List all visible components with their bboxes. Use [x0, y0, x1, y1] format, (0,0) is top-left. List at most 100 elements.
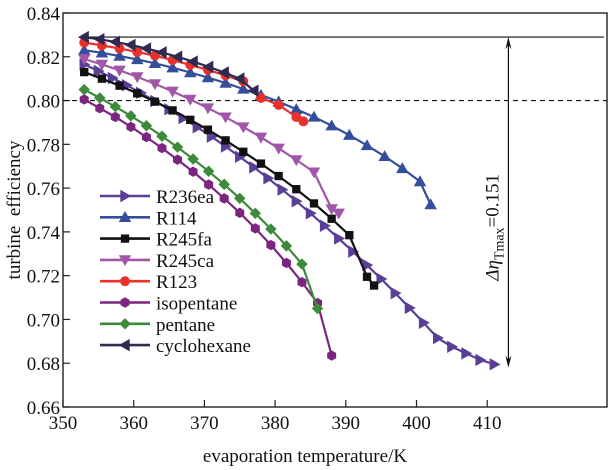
data-point [292, 185, 301, 194]
data-point [309, 199, 319, 208]
data-point [79, 94, 89, 105]
x-tick-label: 370 [190, 413, 219, 434]
data-point [109, 100, 122, 113]
data-point [254, 132, 268, 144]
legend-label: R236ea [156, 187, 215, 208]
data-point [115, 81, 124, 90]
legend-label: R245fa [156, 230, 213, 251]
y-tick-label: 0.84 [27, 4, 61, 25]
x-tick-label: 350 [49, 413, 78, 434]
data-point [141, 131, 151, 143]
data-point [249, 207, 262, 220]
data-point [334, 232, 345, 245]
data-point [424, 198, 437, 210]
data-point [297, 277, 307, 288]
data-point [221, 136, 230, 145]
annotation-value: =0.151 [482, 174, 503, 227]
arrowhead-down-icon [505, 355, 512, 368]
data-point [296, 258, 308, 270]
data-point [187, 153, 199, 165]
data-point [235, 207, 245, 219]
data-point [319, 219, 331, 232]
data-point [265, 223, 277, 235]
data-point [113, 49, 126, 61]
data-point [272, 143, 285, 155]
data-point [305, 207, 317, 220]
annotation-symbol: Δη [482, 260, 503, 282]
series-cyclohexane [77, 30, 259, 97]
arrowhead-up-icon [505, 37, 512, 50]
data-point [291, 112, 302, 122]
data-point [148, 57, 162, 69]
legend-label: cyclohexane [156, 336, 251, 357]
data-point [130, 72, 144, 84]
data-point [256, 159, 266, 168]
data-point [78, 83, 90, 96]
data-point [188, 166, 198, 177]
data-point [291, 195, 303, 208]
legend-item-r245ca: R245ca [100, 251, 215, 272]
x-axis-title: evaporation temperature/K [203, 446, 407, 467]
data-point [247, 84, 259, 97]
data-point [237, 122, 250, 134]
data-point [404, 301, 416, 315]
data-point [94, 92, 106, 104]
data-point [218, 178, 230, 191]
data-point [202, 165, 215, 177]
legend-label: pentane [156, 315, 215, 336]
data-point [418, 316, 430, 329]
data-point [290, 103, 303, 114]
data-point [140, 42, 152, 55]
data-point [120, 234, 130, 243]
data-point [157, 142, 167, 154]
legend-label: isopentane [156, 294, 237, 315]
legend-item-r236ea: R236ea [100, 187, 215, 208]
data-point [219, 112, 232, 124]
data-point [307, 110, 321, 122]
data-point [235, 150, 246, 164]
data-point [118, 255, 132, 267]
data-point [327, 214, 336, 223]
series-r123 [79, 37, 309, 127]
data-point [171, 141, 184, 153]
series-line [83, 71, 375, 287]
annotation-subscript: Tmax [492, 227, 507, 260]
data-point [203, 125, 213, 134]
data-point [461, 347, 473, 360]
data-point [362, 258, 374, 272]
data-point [118, 338, 130, 352]
data-point [113, 65, 126, 77]
data-point [97, 74, 107, 83]
data-point [266, 239, 276, 251]
data-point [274, 171, 283, 181]
data-point [120, 189, 132, 203]
legend-label: R114 [156, 208, 197, 229]
data-point [166, 61, 179, 73]
data-point [378, 150, 391, 162]
data-point [95, 59, 109, 71]
data-point [249, 161, 261, 174]
data-point [277, 183, 289, 196]
x-tick-label: 410 [473, 413, 502, 434]
data-point [280, 240, 293, 252]
data-point [475, 353, 487, 367]
data-point [219, 76, 232, 88]
data-point [250, 223, 260, 234]
data-point [93, 33, 105, 46]
data-point [311, 302, 324, 315]
data-point [120, 276, 130, 287]
data-point [233, 72, 245, 85]
data-point [360, 139, 374, 151]
series-r245fa [80, 67, 379, 290]
legend-item-cyclohexane: cyclohexane [100, 336, 251, 357]
data-point [133, 89, 142, 98]
data-point [186, 55, 198, 68]
y-tick-label: 0.82 [27, 48, 60, 69]
data-point [239, 147, 248, 156]
data-point [273, 99, 284, 110]
series-r245ca [77, 54, 345, 220]
data-point [120, 297, 130, 308]
data-point [413, 175, 427, 187]
plot-frame [62, 12, 608, 408]
